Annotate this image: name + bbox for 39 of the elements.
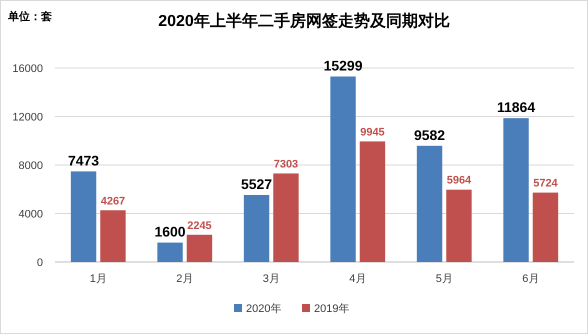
x-tick-label: 1月 — [90, 273, 107, 285]
data-label: 5527 — [240, 176, 272, 192]
bar — [70, 171, 96, 262]
bar — [157, 242, 183, 262]
data-label: 7473 — [68, 152, 100, 168]
bar — [416, 146, 442, 262]
bar — [186, 234, 212, 262]
bar — [244, 194, 270, 262]
y-tick-label: 4000 — [18, 208, 43, 220]
data-label: 7303 — [274, 158, 298, 170]
legend-label: 2020年 — [246, 303, 282, 315]
data-label: 4267 — [100, 195, 126, 208]
legend-label: 2019年 — [314, 303, 350, 315]
y-tick-label: 0 — [36, 257, 43, 269]
data-label: 11864 — [496, 99, 536, 116]
bar — [532, 192, 558, 262]
data-label: 2245 — [187, 220, 212, 232]
y-tick-label: 12000 — [12, 112, 43, 124]
data-label: 5964 — [446, 174, 472, 187]
text: 单位：套 — [7, 10, 52, 23]
bar — [330, 76, 356, 262]
data-label: 9945 — [360, 126, 385, 138]
y-tick-label: 16000 — [12, 63, 43, 75]
x-tick-label: 4月 — [349, 273, 366, 285]
y-tick-label: 8000 — [18, 160, 43, 172]
bar — [100, 210, 126, 262]
x-tick-label: 6月 — [522, 273, 540, 285]
x-tick-label: 3月 — [262, 273, 280, 285]
x-tick-label: 2月 — [176, 273, 194, 285]
bar — [360, 141, 386, 262]
data-label: 5724 — [533, 178, 559, 190]
bar — [446, 190, 472, 262]
x-tick-label: 5月 — [436, 273, 453, 285]
bar — [503, 118, 529, 262]
data-label: 1600 — [154, 224, 186, 240]
data-label: 9582 — [414, 126, 446, 143]
data-label: 15299 — [324, 58, 363, 74]
chart-title: 2020年上半年二手房网签走势及同期对比 — [158, 11, 450, 30]
bar — [273, 173, 299, 262]
